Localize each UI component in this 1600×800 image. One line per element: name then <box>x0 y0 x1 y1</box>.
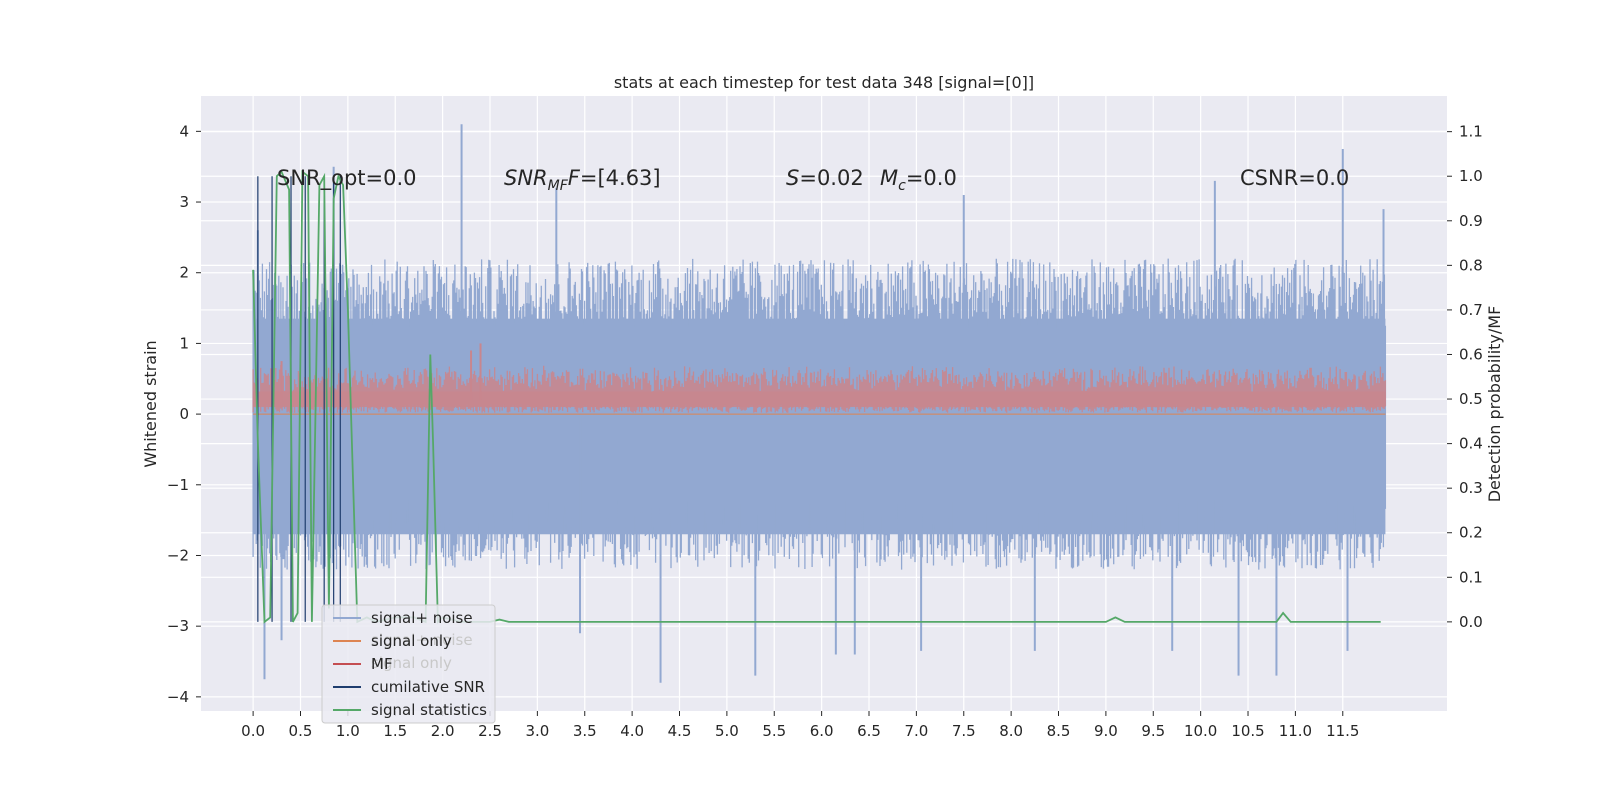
x-tick-label: 1.5 <box>383 722 407 740</box>
y-axis-label-left: Whitened strain <box>141 340 160 467</box>
y-tick-label-left: 1 <box>179 334 189 352</box>
legend: signal+ noise signal only signal+ noise … <box>321 604 496 724</box>
x-tick-label: 3.5 <box>573 722 597 740</box>
x-tick-label: 6.5 <box>857 722 881 740</box>
y-tick-label-left: −1 <box>167 476 189 494</box>
annotation-snr-mf-subscript: MF <box>548 178 569 194</box>
y-tick-label-left: 0 <box>179 405 189 423</box>
x-tick-label: 2.0 <box>431 722 455 740</box>
x-tick-label: 0.5 <box>289 722 313 740</box>
x-tick-label: 4.0 <box>620 722 644 740</box>
y-tick-label-right: 0.0 <box>1459 613 1483 631</box>
y-tick-label-right: 0.5 <box>1459 390 1483 408</box>
y-tick-label-right: 0.8 <box>1459 256 1483 274</box>
series-signal-statistics <box>252 169 1381 624</box>
legend-box <box>321 604 496 724</box>
series-mf <box>252 343 1387 413</box>
x-tick-label: 2.5 <box>478 722 502 740</box>
annotation-s-symbol: S <box>786 166 799 190</box>
x-tick-label: 1.0 <box>336 722 360 740</box>
annotation-snr-mf-main: SNR <box>504 166 548 190</box>
legend-label-mf: MF <box>371 655 393 673</box>
x-tick-label: 8.5 <box>1047 722 1071 740</box>
y-tick-label-right: 0.6 <box>1459 345 1483 363</box>
y-tick-label-right: 0.9 <box>1459 212 1483 230</box>
x-tick-label: 10.0 <box>1184 722 1217 740</box>
x-tick-label: 6.0 <box>810 722 834 740</box>
legend-label-cumulative-snr: cumilative SNR <box>371 678 485 696</box>
annotation-mc: Mc=0.0 <box>880 166 957 194</box>
y-tick-label-left: 4 <box>179 122 189 140</box>
annotation-snr-mf-f: F <box>568 166 581 190</box>
y-tick-label-left: 3 <box>179 193 189 211</box>
legend-label-signal-statistics: signal statistics <box>371 701 487 719</box>
annotation-mc-main: M <box>880 166 898 190</box>
y-tick-label-right: 1.0 <box>1459 167 1483 185</box>
x-tick-label: 8.0 <box>999 722 1023 740</box>
legend-ghost-label-1: signal+ noise <box>371 631 473 649</box>
annotation-snr-mf: SNRMFF=[4.63] <box>504 166 661 194</box>
x-tick-label: 11.5 <box>1326 722 1359 740</box>
y-tick-label-right: 0.4 <box>1459 435 1483 453</box>
x-tick-label: 11.0 <box>1279 722 1312 740</box>
axes-layer: 0.0 0.5 1.0 1.5 2.0 2.5 3.0 3.5 4.0 4.5 5.0 5.5 6.0 6… <box>167 122 1483 740</box>
y-tick-label-right: 0.7 <box>1459 301 1483 319</box>
series-signal-noise <box>252 124 1387 683</box>
y-axis-label-right: Detection probability/MF <box>1485 306 1504 503</box>
x-tick-label: 4.5 <box>668 722 692 740</box>
annotation-snr-mf-value: =[4.63] <box>580 166 661 190</box>
y-tick-label-left: −3 <box>167 617 189 635</box>
legend-label-signal-noise: signal+ noise <box>371 609 473 627</box>
x-tick-label: 7.5 <box>952 722 976 740</box>
x-tick-label: 10.5 <box>1231 722 1264 740</box>
legend-ghost-label-2: signal only <box>371 654 452 672</box>
y-tick-label-left: −4 <box>167 688 189 706</box>
x-tick-label: 3.0 <box>525 722 549 740</box>
y-tick-label-left: 2 <box>179 264 189 282</box>
x-tick-label: 5.0 <box>715 722 739 740</box>
chart-title: stats at each timestep for test data 348… <box>614 73 1034 92</box>
data-series-layer <box>252 124 1387 683</box>
x-tick-label: 9.5 <box>1141 722 1165 740</box>
legend-label-signal-only: signal only <box>371 632 452 650</box>
y-tick-label-right: 0.2 <box>1459 524 1483 542</box>
annotation-snr-opt: SNR_opt=0.0 <box>277 166 417 191</box>
annotation-s: S=0.02 <box>786 166 864 190</box>
y-tick-label-right: 1.1 <box>1459 123 1483 141</box>
x-tick-label: 7.0 <box>904 722 928 740</box>
mf-trace <box>252 365 1387 413</box>
y-tick-label-left: −2 <box>167 546 189 564</box>
annotation-mc-subscript: c <box>898 178 906 194</box>
annotation-csnr: CSNR=0.0 <box>1240 166 1349 190</box>
annotation-s-value: =0.02 <box>799 166 863 190</box>
y-tick-label-right: 0.1 <box>1459 568 1483 586</box>
x-tick-label: 5.5 <box>762 722 786 740</box>
y-tick-label-right: 0.3 <box>1459 479 1483 497</box>
x-tick-label: 0.0 <box>241 722 265 740</box>
annotation-mc-value: =0.0 <box>906 166 957 190</box>
x-tick-label: 9.0 <box>1094 722 1118 740</box>
